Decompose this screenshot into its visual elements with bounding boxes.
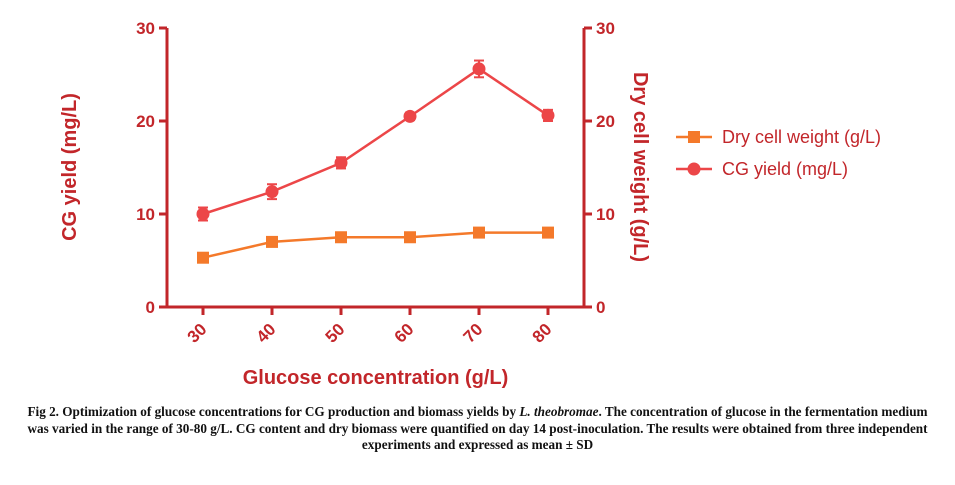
x-tick-label: 60 [391,320,418,347]
right-y-tick-label: 10 [596,205,615,224]
data-point-square [473,226,485,239]
x-tick-label: 70 [460,320,487,347]
data-point-square [197,251,209,264]
right-y-tick-label: 20 [596,112,615,131]
ticks: 0 10 20 30 0 10 20 30 30 40 50 60 70 80 [136,19,615,347]
x-tick-label: 30 [184,320,211,347]
right-y-tick-label: 30 [596,19,615,38]
left-y-tick-label: 30 [136,19,155,38]
data-point-square [266,235,278,248]
data-point-circle [334,156,348,170]
data-point-circle [265,185,279,199]
legend-marker-square [688,131,700,143]
series-line [202,231,548,259]
series-line [202,67,549,216]
data-point-circle [541,108,555,122]
right-y-tick-label: 0 [596,298,605,317]
left-y-axis-title: CG yield (mg/L) [59,93,81,241]
legend-marker-circle [687,162,701,176]
legend-label: CG yield (mg/L) [722,159,848,179]
series-layer [196,59,555,264]
data-point-square [335,231,347,244]
left-y-tick-label: 20 [136,112,155,131]
right-y-axis-title: Dry cell weight (g/L) [629,72,651,262]
x-tick-label: 40 [253,320,280,347]
x-axis-title: Glucose concentration (g/L) [243,367,509,389]
data-point-square [404,231,416,244]
figure-caption: Fig 2. Optimization of glucose concentra… [20,404,935,454]
legend-label: Dry cell weight (g/L) [722,127,881,147]
chart: 0 10 20 30 0 10 20 30 30 40 50 60 70 80 Dry cell weig… [59,19,881,389]
x-tick-label: 80 [529,320,556,347]
data-point-circle [403,109,417,123]
data-point-circle [196,207,210,221]
caption-prefix: Fig 2. Optimization of glucose concentra… [27,404,520,419]
left-y-tick-label: 10 [136,205,155,224]
data-point-circle [472,62,486,76]
axes [165,28,586,309]
axis-labels: Glucose concentration (g/L) CG yield (mg/… [59,72,651,389]
caption-species: L. theobromae [519,404,599,419]
legend: Dry cell weight (g/L) CG yield (mg/L) [676,127,881,179]
left-y-tick-label: 0 [146,298,155,317]
data-point-square [542,226,554,239]
caption-rest: . The concentration of glucose in the fe… [27,404,928,452]
x-tick-label: 50 [322,320,349,347]
